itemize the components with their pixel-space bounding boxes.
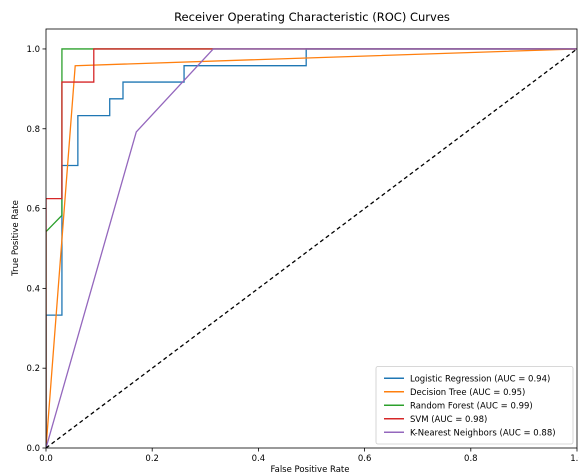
legend-entry-label: K-Nearest Neighbors (AUC = 0.88) xyxy=(410,428,556,438)
plot-area xyxy=(45,28,578,449)
series-line-1 xyxy=(46,48,577,448)
legend-entry-label: Logistic Regression (AUC = 0.94) xyxy=(410,374,550,384)
x-tick-label: 0.0 xyxy=(39,454,53,464)
x-axis-label: False Positive Rate xyxy=(271,465,350,474)
x-tick-label: 0.6 xyxy=(358,454,372,464)
legend: Logistic Regression (AUC = 0.94) Decision… xyxy=(375,366,574,445)
y-tick-label: 0.6 xyxy=(26,205,40,215)
x-tick-label: 0.4 xyxy=(252,454,266,464)
plot-frame xyxy=(45,28,578,449)
chance-diagonal-line xyxy=(46,48,577,448)
legend-entry-label: Decision Tree (AUC = 0.95) xyxy=(410,388,525,398)
y-tick-label: 0.4 xyxy=(26,284,40,294)
series-line-4 xyxy=(46,48,577,448)
y-tick-label: 0.8 xyxy=(26,125,40,135)
legend-box xyxy=(375,366,574,445)
chart-title: Receiver Operating Characteristic (ROC) … xyxy=(174,10,450,24)
legend-entry-label: SVM (AUC = 0.98) xyxy=(410,415,487,425)
x-tick-label: 1.0 xyxy=(570,454,579,464)
legend-entry-label: Random Forest (AUC = 0.99) xyxy=(410,401,533,411)
series-lines xyxy=(46,48,577,448)
x-tick-label: 0.2 xyxy=(145,454,159,464)
y-tick-label: 0.2 xyxy=(26,364,40,374)
series-line-5 xyxy=(46,48,577,448)
series-line-2 xyxy=(46,48,577,448)
y-tick-label: 0.0 xyxy=(26,444,40,454)
x-tick-label: 0.8 xyxy=(464,454,478,464)
y-tick-label: 1.0 xyxy=(26,45,40,55)
y-axis-label: True Positive Rate xyxy=(11,200,21,277)
axis-ticks: 0.0 0.2 0.4 0.6 0.8 1.0 0.0 0.2 0.4 0.6 0.8 1.0 xyxy=(26,45,579,464)
